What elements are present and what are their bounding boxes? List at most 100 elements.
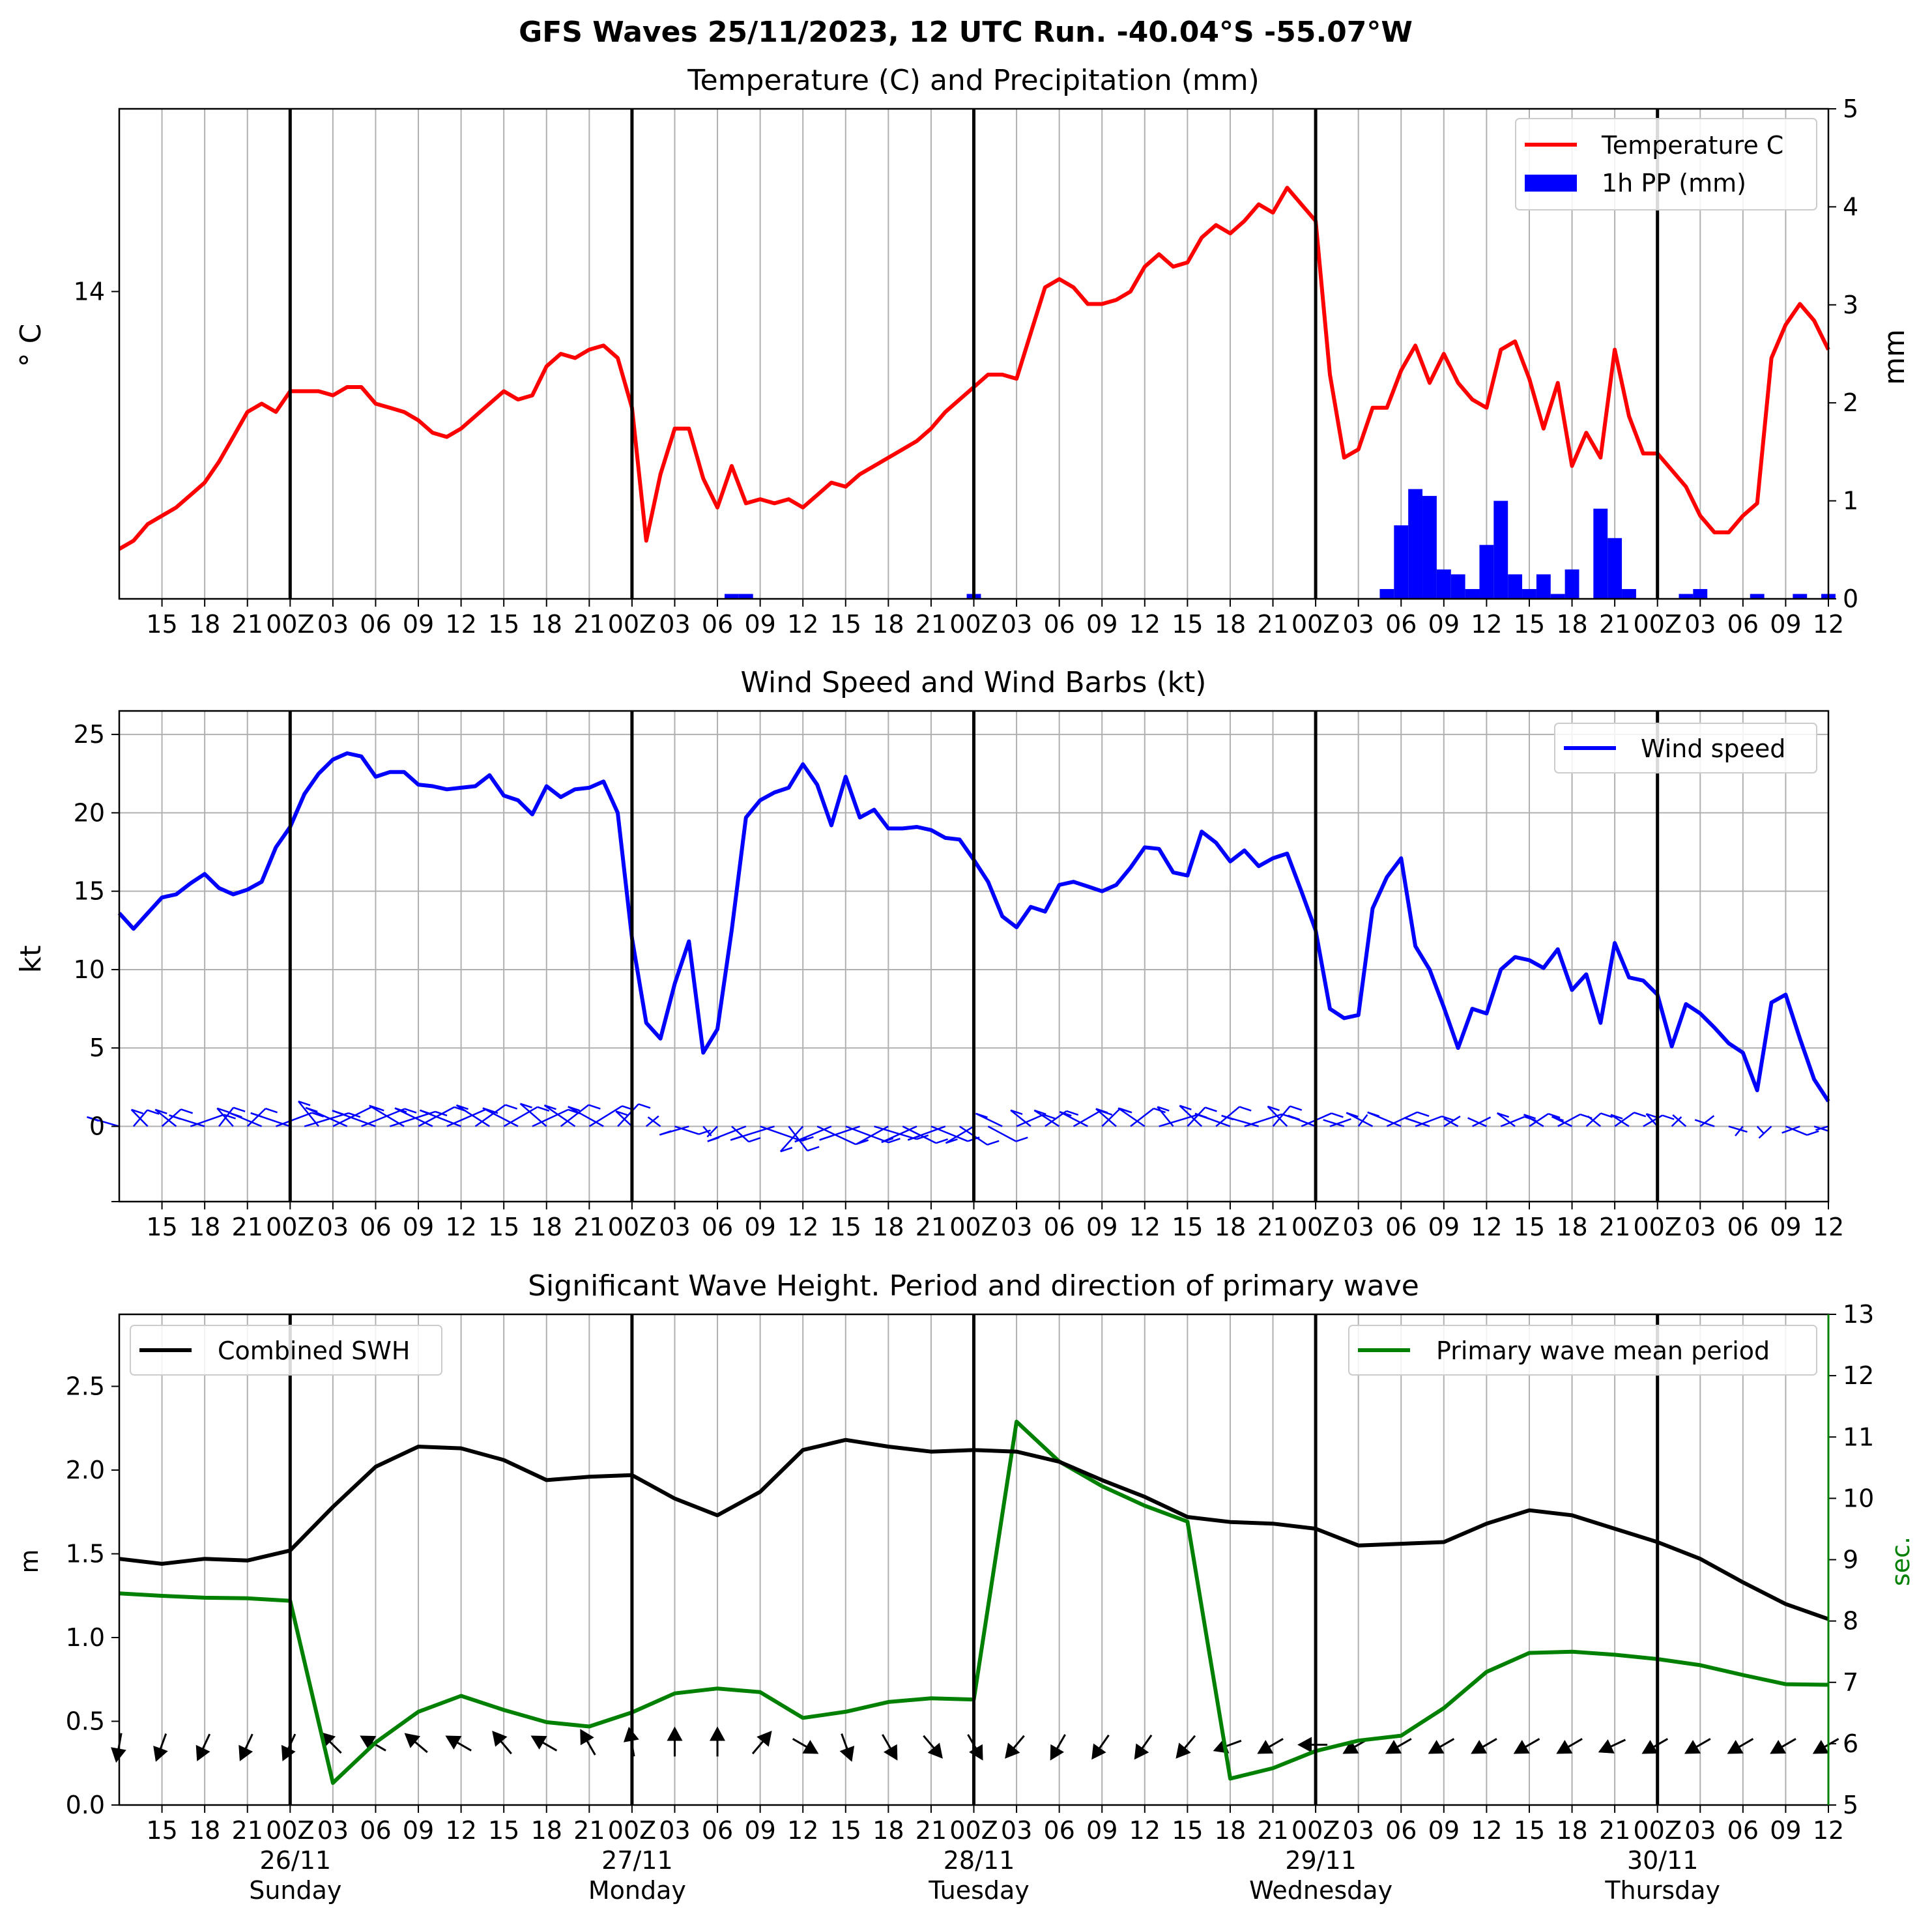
x-tick-label: 00Z (608, 1213, 656, 1241)
x-tick-label: 21 (1599, 610, 1630, 639)
wind-barb (246, 1108, 267, 1127)
wind-barb-flag (537, 1106, 550, 1112)
wind-barb (1496, 1112, 1516, 1127)
x-tick-label: 15 (146, 1816, 177, 1845)
x-tick-label: 09 (1428, 610, 1460, 639)
wind-barb-flag (856, 1139, 869, 1145)
x-tick-label: 03 (1684, 1816, 1716, 1845)
wind-barb-flag (707, 1136, 720, 1142)
y-tick-label: 1.5 (66, 1540, 105, 1568)
wind-barb-flag (1117, 1107, 1131, 1113)
wind-barb (369, 1105, 405, 1127)
wind-legend-box (1554, 723, 1817, 773)
x-tick-label: 03 (1342, 1816, 1374, 1845)
wind-barb-flag (180, 1108, 194, 1114)
wind-barb-flag (1010, 1109, 1023, 1115)
wind-barb (1267, 1106, 1288, 1127)
x-tick-label: 03 (1001, 1213, 1032, 1241)
wind-barb (1671, 1116, 1682, 1127)
x-tick-label: 09 (1428, 1816, 1460, 1845)
wind-barb-flag (819, 1135, 832, 1141)
x-tick-label: 09 (1428, 1213, 1460, 1241)
x-tick-label: 03 (659, 1213, 690, 1241)
wind-barb (731, 1125, 749, 1143)
temperature-legend: Temperature C 1h PP (mm) (1515, 118, 1817, 210)
precip-bar (1679, 594, 1694, 599)
temperature-panel-title: Temperature (C) and Precipitation (mm) (687, 64, 1260, 97)
x-tick-label: 09 (403, 610, 434, 639)
wave-arrow-head (153, 1746, 168, 1762)
x-tick-label: 15 (830, 610, 861, 639)
wind-barb-flag (1441, 1115, 1454, 1121)
wind-barb (130, 1108, 149, 1127)
wind-barb-flag (544, 1105, 556, 1110)
x-tick-label: 12 (1471, 1213, 1502, 1241)
precip-bar (738, 594, 753, 599)
wind-barb-flag (1179, 1105, 1192, 1110)
temperature-precip-panel: Temperature (C) and Precipitation (mm) 1… (14, 64, 1911, 639)
wind-barb (455, 1104, 490, 1127)
x-tick-label: 00Z (608, 610, 656, 639)
precip-bar (1522, 588, 1536, 599)
wind-barb (1179, 1105, 1203, 1127)
wave-arrow-head (1175, 1742, 1191, 1759)
x-tick-label: 12 (787, 1213, 818, 1241)
precip-bar (1550, 594, 1565, 599)
x-tick-label: 15 (146, 1213, 177, 1241)
x-tick-label: 06 (1043, 610, 1074, 639)
wind-barb-flag (1634, 1112, 1647, 1118)
x-tick-label: 15 (1514, 610, 1545, 639)
wind-barb (503, 1106, 538, 1127)
x-tick-label: 06 (1727, 1213, 1759, 1241)
wind-barb-flag (131, 1108, 144, 1115)
wind-barb (532, 1108, 569, 1127)
swh-y-label: m (15, 1549, 44, 1573)
x-tick-label: 18 (189, 1816, 220, 1845)
wind-barb (519, 1103, 547, 1127)
wind-barb (1443, 1115, 1461, 1127)
x-tick-label: 09 (1086, 1816, 1117, 1845)
swh-legend-box (130, 1325, 442, 1376)
x-tick-label: 12 (1471, 1816, 1502, 1845)
precip-bar (1693, 588, 1708, 599)
wave-arrow-head (195, 1744, 210, 1761)
wind-barb-flag (520, 1103, 532, 1108)
wind-barb (161, 1108, 182, 1127)
wind-barb (987, 1125, 1016, 1142)
wind-barb (560, 1104, 590, 1127)
wind-barb (617, 1103, 639, 1127)
wave-arrow-head (1812, 1740, 1829, 1754)
wind-barb (304, 1112, 349, 1127)
wind-barb (216, 1108, 234, 1127)
wind-barb-flag (1288, 1114, 1300, 1121)
x-tick-label: 03 (1342, 1213, 1374, 1241)
day-weekday-label: Thursday (1604, 1876, 1720, 1905)
wind-barb-flag (568, 1106, 581, 1112)
x-tick-label: 09 (744, 1213, 775, 1241)
wind-barb (1443, 1118, 1459, 1127)
wave-grid (161, 1314, 1787, 1805)
x-tick-label: 03 (317, 610, 349, 639)
x-tick-label: 21 (232, 1816, 263, 1845)
wave-arrow-head (492, 1731, 508, 1747)
wind-barb (1645, 1113, 1658, 1127)
wind-barb (1033, 1109, 1060, 1127)
x-tick-label: 00Z (1291, 610, 1340, 639)
x-tick-label: 03 (659, 1816, 690, 1845)
y-tick-label: 25 (74, 720, 105, 749)
wind-barb-flag (987, 1140, 1000, 1146)
wave-arrow-head (1091, 1743, 1106, 1760)
x-tick-label: 06 (360, 1213, 391, 1241)
y-right-tick-label: 7 (1843, 1668, 1858, 1697)
wind-barb (647, 1116, 661, 1127)
wind-barb-flag (456, 1104, 469, 1110)
wave-arrow-head (530, 1735, 547, 1750)
wind-barb-flag (265, 1107, 278, 1114)
wind-barb (568, 1106, 604, 1127)
wind-panel-title: Wind Speed and Wind Barbs (kt) (741, 666, 1207, 699)
wind-barb (1815, 1125, 1829, 1131)
day-weekday-label: Tuesday (928, 1876, 1030, 1905)
wave-panel-title: Significant Wave Height. Period and dire… (528, 1269, 1419, 1303)
x-tick-label: 21 (573, 610, 605, 639)
x-tick-label: 18 (531, 1213, 562, 1241)
